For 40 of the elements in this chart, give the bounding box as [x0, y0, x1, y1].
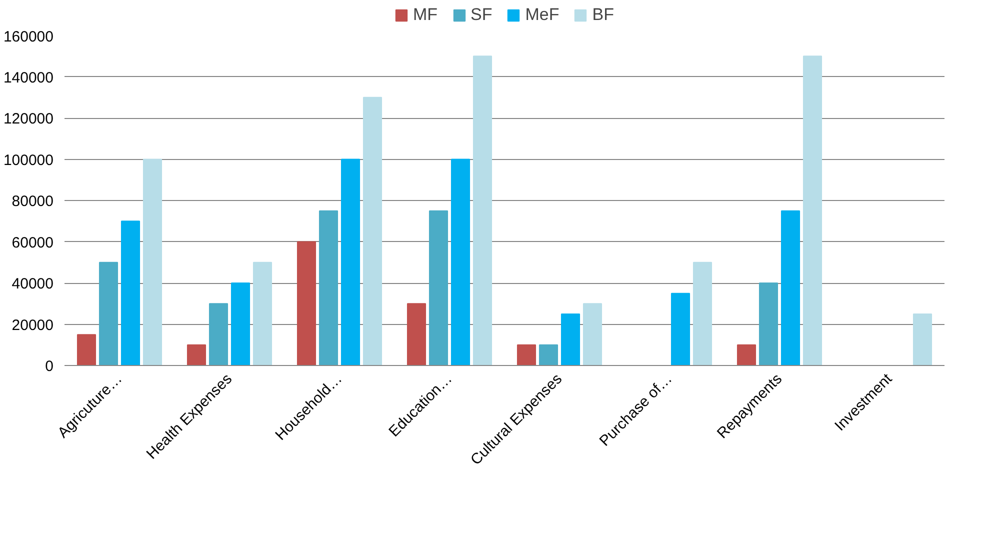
- bar: [186, 344, 206, 366]
- y-tick-label: 20000: [12, 316, 54, 334]
- bar: [340, 158, 360, 366]
- y-tick-label: 0: [45, 358, 54, 375]
- y-tick-label: 160000: [3, 28, 54, 46]
- bar: [912, 313, 932, 366]
- bar: [560, 313, 580, 366]
- bar: [98, 262, 118, 366]
- bar: [582, 303, 602, 366]
- bar: [692, 262, 712, 366]
- bar: [406, 303, 426, 366]
- y-tick-label: 80000: [12, 193, 54, 210]
- y-tick-label: 100000: [3, 152, 54, 169]
- bar: [252, 262, 272, 366]
- bar: [538, 344, 558, 366]
- bar: [780, 210, 800, 366]
- bar: [230, 282, 250, 366]
- bar: [428, 210, 448, 366]
- bar: [670, 292, 690, 366]
- bar: [758, 282, 778, 366]
- bar: [802, 56, 822, 366]
- bar: [450, 158, 470, 366]
- y-tick-label: 40000: [12, 276, 54, 292]
- y-tick-label: 60000: [12, 234, 54, 252]
- bar: [208, 303, 228, 366]
- legend-label: SF: [470, 5, 492, 25]
- bar: [472, 56, 492, 366]
- bar: [296, 241, 316, 366]
- legend-label: MF: [412, 5, 438, 25]
- y-tick-label: 120000: [3, 110, 54, 128]
- legend-label: MeF: [525, 5, 560, 25]
- bar: [516, 344, 536, 366]
- bar: [120, 220, 140, 366]
- bar: [142, 158, 162, 366]
- bar: [76, 334, 96, 366]
- bar: [736, 344, 756, 366]
- bar: [362, 96, 382, 366]
- bar: [318, 210, 338, 366]
- legend-label: BF: [592, 5, 614, 25]
- y-tick-label: 140000: [3, 69, 54, 86]
